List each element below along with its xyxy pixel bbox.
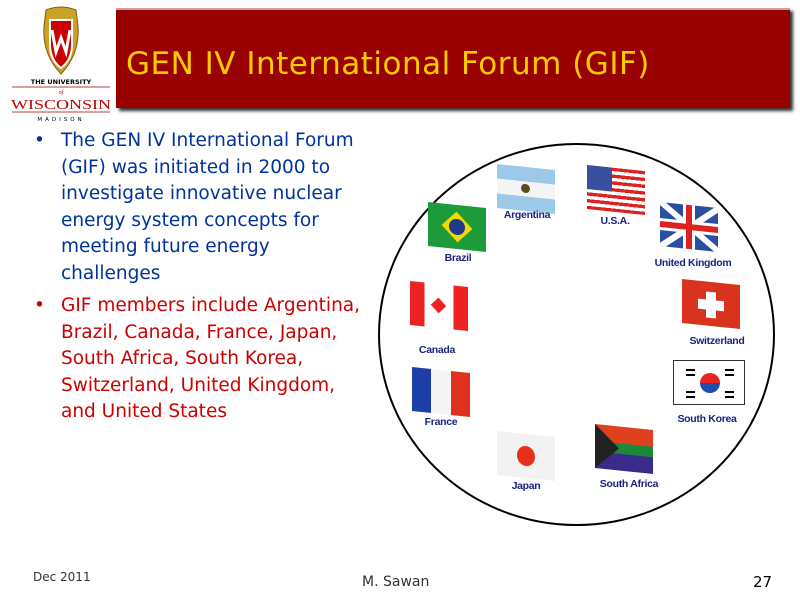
france-flag-icon (412, 366, 470, 418)
logo-line3: WISCONSIN (11, 98, 111, 113)
maple-leaf-icon (430, 297, 447, 314)
flag-label: South Korea (677, 413, 737, 425)
flag-label: Canada (418, 344, 456, 356)
title-banner: GEN IV International Forum (GIF) (116, 8, 790, 108)
members-circle (378, 143, 775, 526)
w-crest-icon (50, 29, 72, 58)
logo-line1: THE UNIVERSITY (31, 78, 92, 86)
flag-label: U.S.A. (600, 215, 630, 227)
south-korea-flag-icon (673, 360, 745, 405)
japan-flag-icon (497, 430, 555, 482)
canada-flag-icon (410, 280, 468, 332)
bullet-item: GIF members include Argentina, Brazil, C… (30, 293, 370, 426)
bullet-item: The GEN IV International Forum (GIF) was… (30, 128, 370, 287)
flag-label: United Kingdom (654, 257, 732, 269)
uk-flag-icon (660, 201, 718, 253)
flag-label: Brazil (444, 252, 472, 264)
flag-label: Switzerland (689, 335, 745, 347)
flag-label: Argentina (503, 209, 551, 221)
page-number: 27 (753, 573, 773, 591)
flag-label: France (424, 416, 458, 428)
university-logo: THE UNIVERSITY of WISCONSIN MADISON (8, 4, 114, 124)
flag-label: South Africa (599, 478, 659, 490)
brazil-flag-icon (428, 201, 486, 253)
footer-date: Dec 2011 (33, 570, 91, 584)
south-africa-flag-icon (595, 423, 653, 475)
flag-label: Japan (511, 480, 541, 492)
footer-author: M. Sawan (362, 574, 430, 590)
bullet-list: The GEN IV International Forum (GIF) was… (30, 128, 370, 432)
logo-line4: MADISON (37, 117, 84, 123)
argentina-flag-icon (497, 163, 555, 215)
switzerland-flag-icon (682, 278, 740, 330)
slide-title: GEN IV International Forum (GIF) (126, 46, 650, 82)
usa-flag-icon (587, 164, 645, 216)
logo-line2: of (59, 89, 65, 96)
